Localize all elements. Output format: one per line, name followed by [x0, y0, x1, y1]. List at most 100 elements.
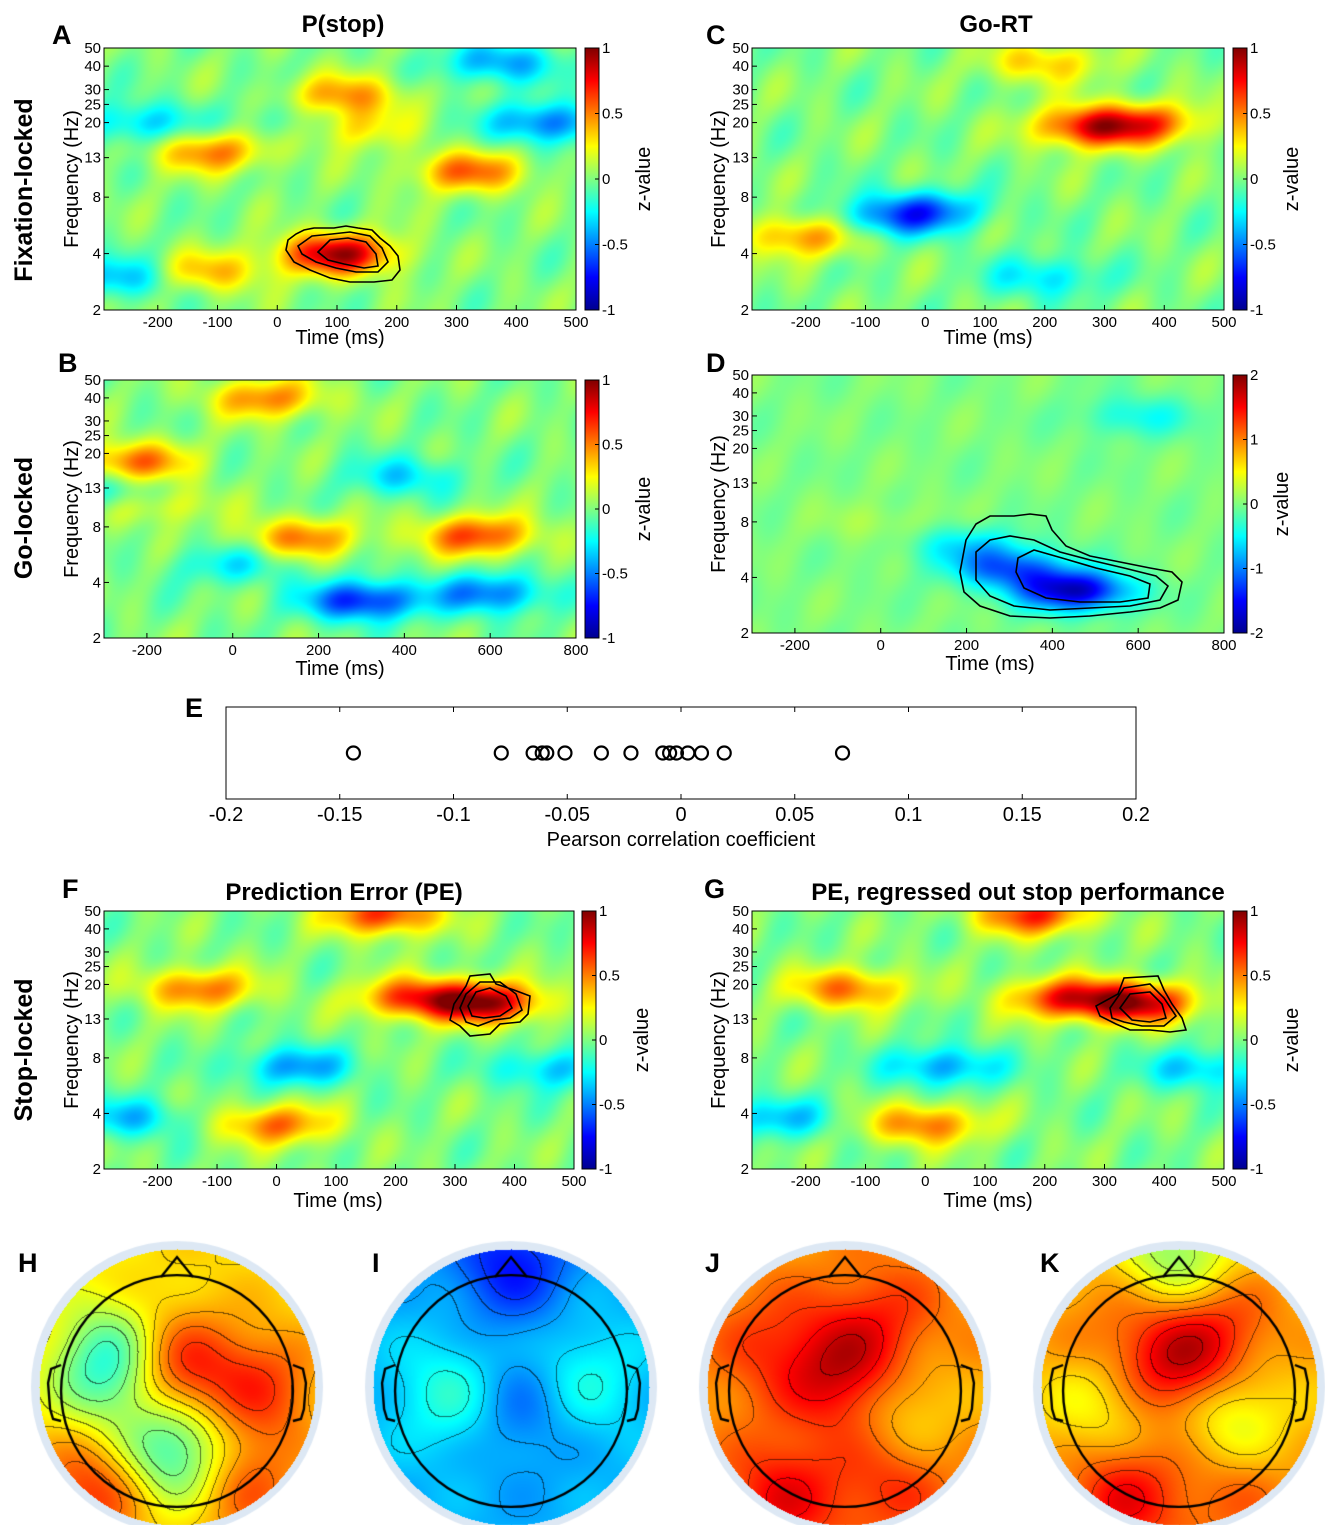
colorbar-label-b: z-value	[633, 477, 655, 541]
heatmap-d	[752, 375, 1224, 633]
y-tick-label-c: 25	[732, 96, 749, 113]
colorbar-tick-label-g: 1	[1250, 903, 1258, 920]
x-tick-label-b: -200	[132, 642, 162, 659]
y-tick-label-b: 20	[84, 445, 101, 462]
colorbar-label-d: z-value	[1271, 472, 1293, 536]
x-tick-label-a: -100	[203, 314, 233, 331]
y-tick-label-d: 13	[732, 475, 749, 492]
x-tick-label-e: 0	[675, 804, 686, 826]
colorbar-tick-label-a: -0.5	[602, 237, 628, 254]
xlabel-c: Time (ms)	[943, 327, 1032, 349]
correlation-point	[623, 745, 639, 761]
y-tick-label-g: 50	[732, 903, 749, 920]
panel-letter-c: C	[706, 20, 726, 50]
row-label-stop: Stop-locked	[10, 978, 38, 1121]
plot-frame-f	[103, 910, 575, 1170]
y-tick-label-c: 4	[741, 246, 749, 263]
x-tick-label-b: 0	[229, 642, 237, 659]
ylabel-f: Frequency (Hz)	[61, 971, 83, 1109]
y-tick-label-a: 8	[93, 189, 101, 206]
x-tick-label-d: 800	[1211, 637, 1236, 654]
panel-i: I	[364, 1238, 664, 1525]
y-tick-label-a: 50	[84, 40, 101, 57]
x-tick-label-c: 200	[1032, 314, 1057, 331]
panel-title-g: PE, regressed out stop performance	[811, 879, 1224, 906]
x-tick-label-f: 300	[442, 1173, 467, 1190]
y-tick-label-a: 2	[93, 302, 101, 319]
y-tick-label-g: 30	[732, 944, 749, 961]
y-tick-label-g: 13	[732, 1011, 749, 1028]
panel-h: H	[18, 1238, 330, 1525]
y-tick-label-b: 30	[84, 413, 101, 430]
colorbar-label-g: z-value	[1281, 1008, 1303, 1072]
y-tick-label-d: 8	[741, 514, 749, 531]
row-label-go: Go-locked	[10, 457, 38, 579]
y-tick-label-f: 50	[84, 903, 101, 920]
x-tick-label-c: 0	[921, 314, 929, 331]
x-tick-label-a: 500	[563, 314, 588, 331]
x-tick-label-a: 400	[504, 314, 529, 331]
y-tick-label-c: 40	[732, 58, 749, 75]
x-tick-label-c: 500	[1211, 314, 1236, 331]
y-tick-label-c: 20	[732, 115, 749, 132]
x-tick-label-b: 200	[306, 642, 331, 659]
x-tick-label-a: 200	[384, 314, 409, 331]
x-tick-label-g: -200	[791, 1173, 821, 1190]
panel-letter-g: G	[704, 874, 725, 904]
row-label-fixation: Fixation-locked	[10, 98, 38, 281]
x-tick-label-f: 100	[324, 1173, 349, 1190]
colorbar-tick-label-c: -0.5	[1250, 237, 1276, 254]
colorbar-tick-label-b: 0.5	[602, 437, 623, 454]
y-tick-label-g: 4	[741, 1105, 749, 1122]
colorbar-tick-label-c: 1	[1250, 40, 1258, 57]
ylabel-a: Frequency (Hz)	[61, 110, 83, 248]
colorbar-tick-label-d: 1	[1250, 432, 1258, 449]
x-tick-label-f: 200	[383, 1173, 408, 1190]
plot-frame-b	[103, 379, 577, 639]
x-tick-label-c: -200	[791, 314, 821, 331]
y-tick-label-a: 40	[84, 58, 101, 75]
panel-g: G PE, regressed out stop performance Fre…	[704, 874, 1303, 1212]
panel-k: K	[1032, 1238, 1325, 1525]
colorbar-tick-label-b: -1	[602, 630, 615, 647]
y-tick-label-f: 20	[84, 976, 101, 993]
y-tick-label-b: 25	[84, 428, 101, 445]
correlation-point	[668, 745, 685, 761]
x-tick-label-g: 200	[1032, 1173, 1057, 1190]
y-tick-label-f: 13	[84, 1011, 101, 1028]
xlabel-e: Pearson correlation coefficient	[547, 829, 816, 851]
y-tick-label-a: 4	[93, 246, 101, 263]
x-tick-label-b: 800	[563, 642, 588, 659]
x-tick-label-f: 400	[502, 1173, 527, 1190]
colorbar-label-c: z-value	[1281, 147, 1303, 211]
panel-e: E -0.2 -0.15 -0.1 -0.05 0 0.05 0.1 0.15 0.2 Pear…	[185, 693, 1150, 851]
panel-f: F Prediction Error (PE) Frequency (Hz) T…	[61, 874, 653, 1212]
colorbar-tick-label-b: 1	[602, 372, 610, 389]
x-tick-label-f: 0	[272, 1173, 280, 1190]
colorbar-tick-label-d: 2	[1250, 367, 1258, 384]
x-tick-label-d: -200	[780, 637, 810, 654]
colorbar-tick-label-g: 0.5	[1250, 968, 1271, 985]
colorbar-tick-label-f: 0.5	[599, 968, 620, 985]
y-tick-label-g: 20	[732, 976, 749, 993]
x-tick-label-d: 600	[1126, 637, 1151, 654]
x-tick-label-e: -0.1	[436, 804, 470, 826]
y-tick-label-g: 2	[741, 1161, 749, 1178]
x-tick-label-a: 100	[324, 314, 349, 331]
colorbar-label-a: z-value	[633, 147, 655, 211]
y-tick-label-c: 2	[741, 302, 749, 319]
x-tick-label-e: 0.2	[1122, 804, 1150, 826]
x-tick-label-e: 0.05	[775, 804, 814, 826]
ylabel-c: Frequency (Hz)	[708, 110, 730, 248]
x-tick-label-g: -100	[851, 1173, 881, 1190]
colorbar-tick-label-g: 0	[1250, 1032, 1258, 1049]
y-tick-label-f: 25	[84, 959, 101, 976]
panel-c: C Go-RT Frequency (Hz) Time (ms) z-value	[706, 11, 1303, 349]
y-tick-label-d: 4	[741, 569, 749, 586]
heatmap-g	[752, 911, 1224, 1169]
heatmap-f	[104, 911, 574, 1169]
correlation-point	[716, 745, 732, 761]
y-tick-label-b: 8	[93, 519, 101, 536]
plot-frame-a	[103, 47, 577, 311]
topomap-i	[364, 1238, 664, 1525]
